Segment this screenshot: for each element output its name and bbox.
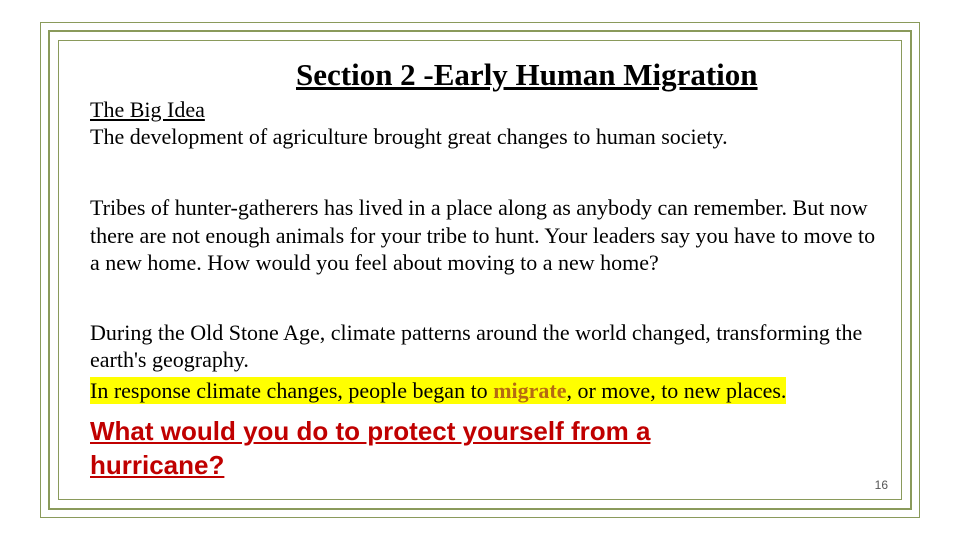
- big-idea-label: The Big Idea: [90, 97, 876, 123]
- slide-content: Section 2 -Early Human Migration The Big…: [90, 56, 876, 483]
- paragraph-2: During the Old Stone Age, climate patter…: [90, 319, 876, 374]
- paragraph-1: Tribes of hunter-gatherers has lived in …: [90, 194, 876, 277]
- migrate-word: migrate: [493, 378, 566, 403]
- question-text: What would you do to protect yourself fr…: [90, 415, 790, 483]
- big-idea-text: The development of agriculture brought g…: [90, 123, 876, 151]
- slide: Section 2 -Early Human Migration The Big…: [0, 0, 960, 540]
- highlight-post: , or move, to new places.: [566, 378, 786, 403]
- highlight-text: In response climate changes, people bega…: [90, 377, 786, 404]
- page-number: 16: [875, 478, 888, 492]
- highlight-pre: In response climate changes, people bega…: [90, 378, 493, 403]
- slide-title: Section 2 -Early Human Migration: [90, 56, 876, 95]
- highlighted-line: In response climate changes, people bega…: [90, 376, 876, 406]
